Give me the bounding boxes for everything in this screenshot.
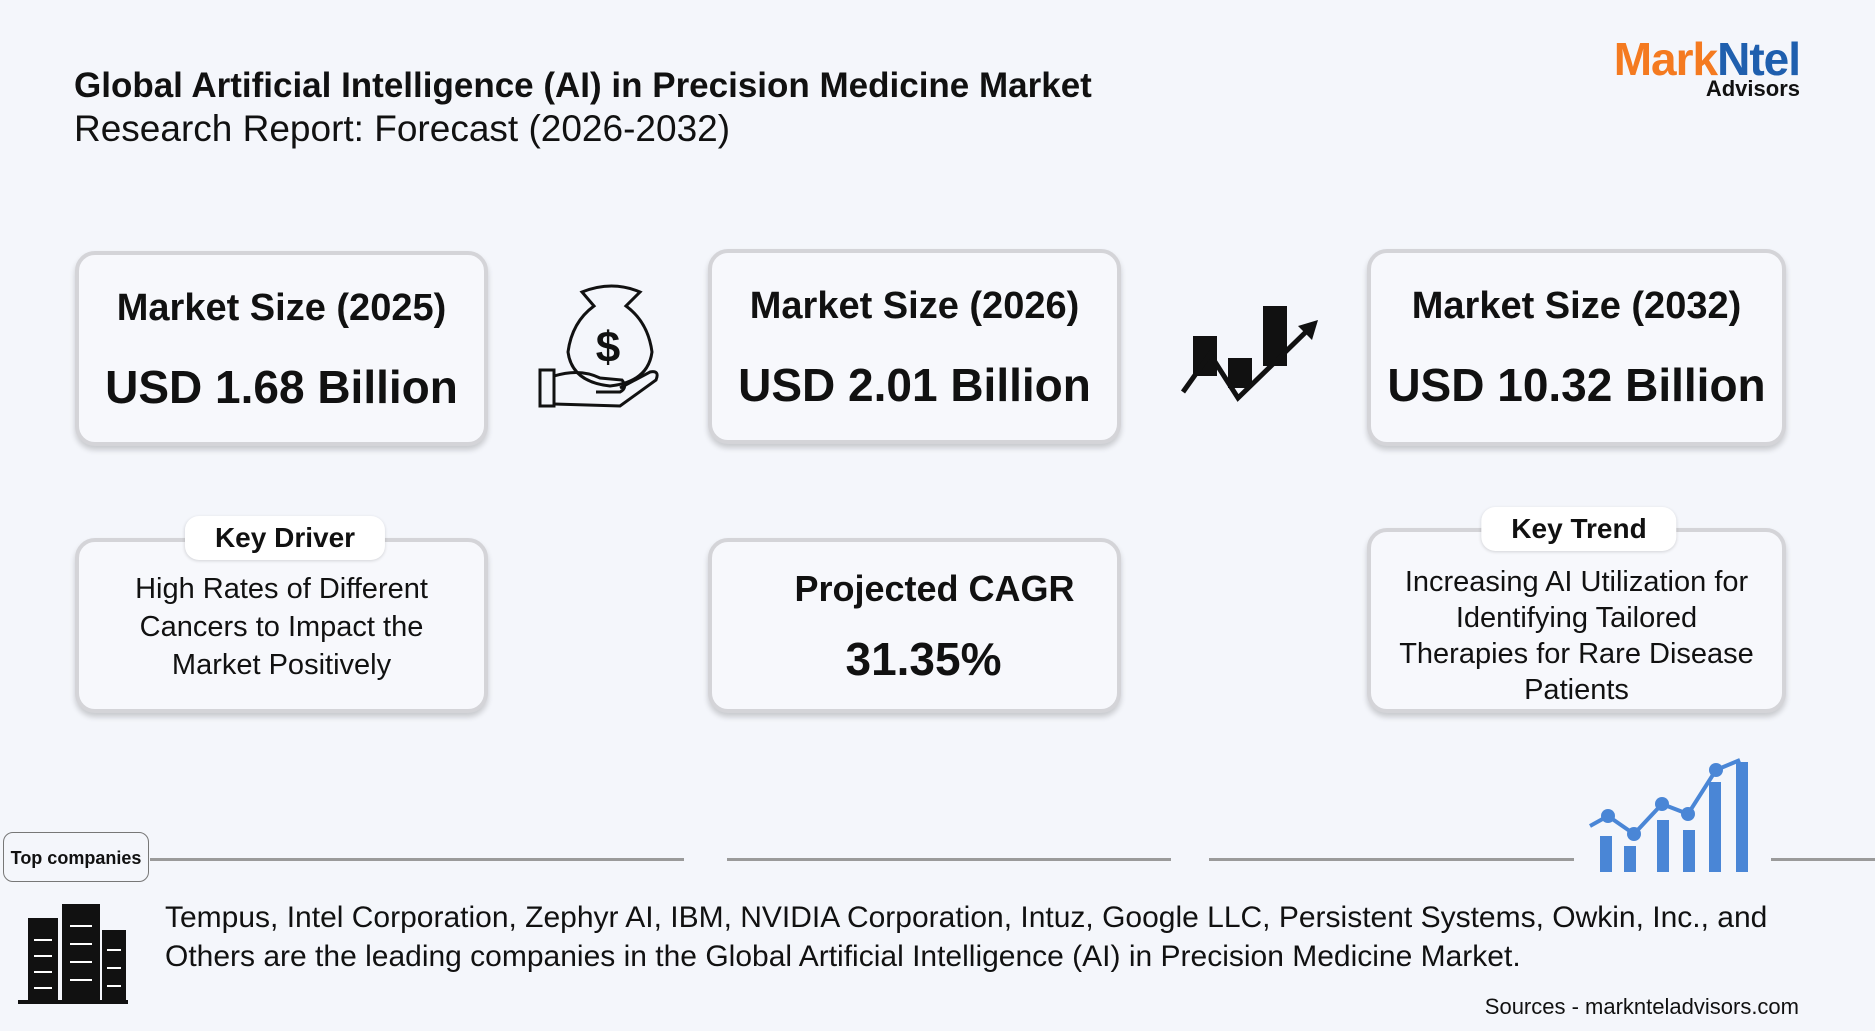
subtitle: Research Report: Forecast (2026-2032) (74, 108, 731, 149)
cagr-label: Projected CAGR (794, 568, 1075, 609)
companies-text: Tempus, Intel Corporation, Zephyr AI, IB… (165, 901, 1768, 973)
size-card: Market Size (2032) USD 10.32 Billion (1367, 249, 1786, 446)
card-value: USD 1.68 Billion (105, 361, 458, 413)
cagr-box: Projected CAGR 31.35% (708, 538, 1121, 713)
driver-text: High Rates of Different Cancers to Impac… (135, 573, 428, 681)
card-value: USD 10.32 Billion (1387, 359, 1766, 411)
driver-label: Key Driver (184, 516, 386, 560)
source: Sources - marknteladvisors.com (1484, 994, 1799, 1019)
title: Global Artificial Intelligence (AI) in P… (74, 66, 1092, 105)
logo-part: Ntel (1717, 33, 1801, 85)
logo: MarkNtel Advisors (1590, 33, 1801, 102)
svg-text:$: $ (596, 323, 620, 372)
divider (1209, 858, 1574, 861)
logo-sub: Advisors (1705, 76, 1800, 101)
divider (1771, 858, 1875, 861)
card-label: Market Size (2025) (116, 287, 447, 329)
cagr-value: 31.35% (845, 633, 1002, 685)
growth-icon (1180, 306, 1318, 402)
trend-box: Increasing AI Utilization for Identifyin… (1367, 528, 1786, 713)
divider (727, 858, 1171, 861)
bars-icon (1589, 758, 1748, 872)
card-value: USD 2.01 Billion (738, 359, 1091, 411)
trend-label: Key Trend (1481, 507, 1677, 551)
trend-text: Increasing AI Utilization for Identifyin… (1399, 566, 1754, 706)
size-card: Market Size (2025) USD 1.68 Billion (75, 251, 488, 446)
logo-part: Mark (1613, 33, 1718, 85)
logo-name: MarkNtel (1590, 33, 1801, 85)
card-label: Market Size (2032) (1411, 285, 1742, 327)
divider (150, 858, 684, 861)
building-icon (18, 904, 128, 1004)
card-label: Market Size (2026) (749, 285, 1080, 327)
companies-label: Top companies (3, 832, 149, 882)
driver-box: High Rates of Different Cancers to Impac… (75, 538, 488, 713)
money-icon: $ (538, 284, 659, 408)
size-card: Market Size (2026) USD 2.01 Billion (708, 249, 1121, 444)
